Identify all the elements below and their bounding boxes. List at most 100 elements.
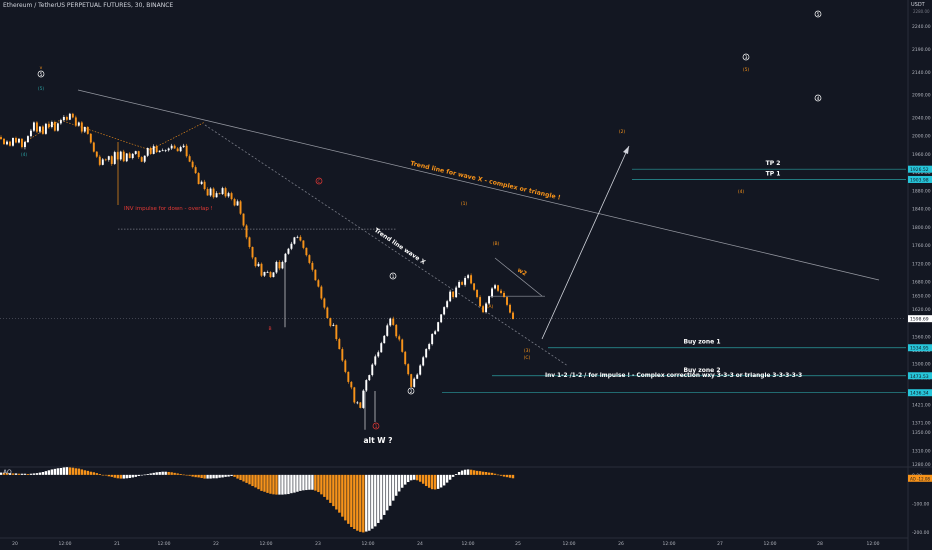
- ao-bar: [35, 473, 39, 475]
- time-tick-label: 12:00: [158, 541, 171, 547]
- price-tag-bg: [908, 165, 932, 173]
- ao-bar: [499, 474, 503, 476]
- candle-body: [116, 152, 119, 160]
- ao-bar: [8, 473, 12, 475]
- price-tick-label: 2000.00: [912, 134, 931, 140]
- wave-label: v: [40, 66, 43, 71]
- ao-bar: [188, 474, 191, 476]
- wave-label-circle: [372, 422, 380, 430]
- ao-bar: [421, 474, 425, 484]
- candle-body: [170, 145, 173, 149]
- candle-body: [0, 137, 2, 140]
- candle-body: [3, 138, 5, 145]
- ao-indicator-label: AO: [3, 469, 12, 476]
- ao-bar: [398, 474, 401, 492]
- ao-bar: [317, 474, 320, 493]
- candle-body: [62, 116, 65, 121]
- wave-label: 5: [817, 12, 820, 18]
- ao-bar: [17, 473, 21, 475]
- candle-body: [497, 285, 499, 291]
- wave-label: 3: [745, 55, 748, 61]
- ao-bar: [38, 472, 42, 475]
- price-tick-label: 2190.00: [912, 47, 931, 53]
- ao-bar: [11, 473, 15, 475]
- ao-bar: [41, 472, 45, 475]
- ao-bar: [308, 474, 311, 490]
- candle-body: [509, 304, 511, 313]
- candle-body: [374, 356, 377, 365]
- ao-bar: [359, 474, 362, 532]
- ao-bar: [415, 474, 419, 481]
- candle-body: [9, 141, 11, 146]
- ao-bar: [448, 474, 452, 480]
- tp1-label: TP 1: [766, 170, 781, 177]
- ao-bar: [71, 467, 75, 475]
- trend-line-wave-x: [204, 124, 569, 367]
- current-price-tag-bg: [908, 315, 932, 323]
- price-tick-label: 1720.00: [912, 261, 931, 267]
- ao-bar: [107, 474, 110, 477]
- candle-body: [12, 137, 14, 146]
- wave-label: 1: [392, 274, 395, 280]
- ao-bar: [86, 470, 90, 475]
- wave-label-circle: [389, 272, 397, 280]
- ao-bar: [395, 474, 398, 496]
- price-tick-label: 1421.00: [912, 403, 931, 409]
- candle-body: [161, 150, 164, 152]
- ao-bar: [119, 474, 122, 479]
- candle-body: [263, 272, 266, 276]
- candle-body: [47, 123, 50, 128]
- ao-bar: [383, 474, 386, 515]
- price-tag-bg: [908, 175, 932, 183]
- candle-body: [17, 138, 20, 143]
- ao-bar: [254, 474, 257, 488]
- candle-body: [410, 374, 413, 387]
- ao-bar: [59, 467, 63, 475]
- ao-bar: [350, 474, 353, 527]
- candle-body: [194, 167, 197, 174]
- ao-bar: [302, 474, 305, 491]
- candle-body: [254, 257, 257, 267]
- time-tick-label: 12:00: [260, 541, 273, 547]
- ao-bar: [418, 474, 422, 482]
- ao-bar: [487, 472, 491, 475]
- price-tag: 1534.95: [910, 346, 929, 352]
- wave-label: (1): [461, 201, 468, 207]
- ao-bar: [164, 471, 167, 475]
- candle-body: [203, 181, 206, 190]
- annotation-inv-correction: Inv 1-2 /1-2 / for impulse ! - Complex c…: [545, 373, 802, 379]
- candle-body: [206, 189, 209, 196]
- price-tick-label: 1560.00: [912, 334, 931, 340]
- candle-body: [440, 314, 443, 323]
- current-price-tag: 1598.69: [910, 317, 929, 323]
- time-tick-label: 12:00: [663, 541, 676, 547]
- candle-body: [443, 307, 446, 315]
- wave-label-circle: [37, 70, 45, 78]
- wave-label: 2: [410, 389, 413, 395]
- ao-bar: [335, 474, 338, 510]
- candle-body: [287, 248, 290, 254]
- price-tag-bg: [908, 372, 932, 380]
- ao-bar: [481, 471, 485, 475]
- ao-bar: [194, 474, 197, 478]
- ao-bar: [68, 467, 72, 475]
- ao-bar: [239, 474, 242, 481]
- candle-body: [314, 269, 317, 281]
- ao-bar: [2, 472, 6, 475]
- candle-body: [128, 153, 131, 159]
- ao-bar: [326, 474, 329, 500]
- ao-bar: [314, 474, 317, 491]
- candle-body: [326, 307, 329, 319]
- ao-bar: [56, 468, 60, 475]
- candle-body: [260, 263, 263, 276]
- wave-label: (5): [38, 86, 45, 92]
- candle-body: [434, 331, 437, 335]
- price-tag-bg: [908, 389, 932, 397]
- ao-bar: [170, 472, 173, 475]
- price-tick-label: 1500.00: [912, 362, 931, 368]
- candle-body: [140, 157, 143, 162]
- ao-bar: [278, 474, 281, 495]
- ao-bar: [293, 474, 296, 493]
- candle-body: [461, 282, 464, 285]
